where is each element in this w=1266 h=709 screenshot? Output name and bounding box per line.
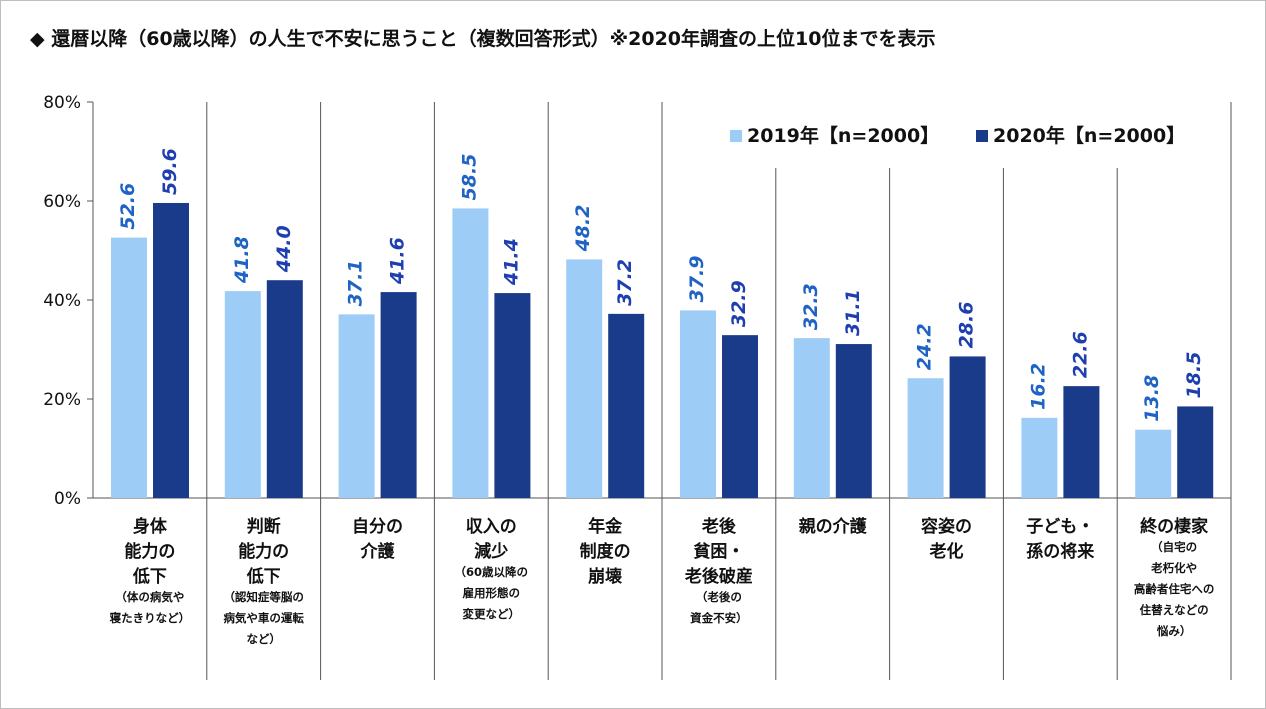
data-label-2020: 31.1 <box>842 289 864 336</box>
data-label-2020: 44.0 <box>273 225 295 273</box>
legend-label-2020: 2020年【n=2000】 <box>993 124 1185 147</box>
category-label: 親の介護 <box>799 516 868 537</box>
category-sublabel: など） <box>246 632 281 646</box>
y-tick-label: 20% <box>43 390 81 410</box>
category-sublabel: 雇用形態の <box>463 586 521 600</box>
data-label-2020: 18.5 <box>1183 352 1205 399</box>
bar-2019 <box>111 237 147 498</box>
category-label: 判断 <box>247 516 281 537</box>
category-sublabel: （認知症等脳の <box>223 590 304 604</box>
category-label: 身体 <box>133 516 168 537</box>
category-sublabel: 住替えなどの <box>1140 603 1209 617</box>
category-sublabel: （体の病気や <box>115 590 184 604</box>
legend-swatch-2020 <box>976 130 988 142</box>
category-label: 老後破産 <box>684 566 753 587</box>
bar-2019 <box>907 378 944 498</box>
category-label: 貧困・ <box>693 541 744 562</box>
category-sublabel: 悩み） <box>1156 624 1192 638</box>
category-label: 収入の <box>466 517 517 537</box>
bar-2020 <box>949 356 986 498</box>
bar-2019 <box>1021 417 1058 498</box>
bar-2020 <box>494 293 531 498</box>
data-label-2019: 48.2 <box>572 205 594 253</box>
data-label-2020: 41.6 <box>387 237 409 285</box>
data-label-2019: 37.1 <box>345 259 367 306</box>
category-sublabel: 資金不安） <box>690 611 748 625</box>
bar-2019 <box>224 291 261 498</box>
category-label: 崩壊 <box>588 566 623 587</box>
category-label: 終の棲家 <box>1140 516 1208 537</box>
y-tick-label: 0% <box>54 489 81 509</box>
category-label: 子ども・ <box>1026 517 1094 537</box>
category-sublabel: （老後の <box>696 590 742 604</box>
category-label: 減少 <box>474 541 508 562</box>
data-label-2019: 58.5 <box>458 154 480 201</box>
category-sublabel: 老朽化や <box>1150 561 1197 575</box>
bar-2019 <box>452 208 489 499</box>
bar-2020 <box>608 313 645 498</box>
bar-2020 <box>1177 406 1214 498</box>
bar-2019 <box>338 314 375 498</box>
category-sublabel: （自宅の <box>1151 540 1197 554</box>
data-label-2019: 52.6 <box>117 183 139 230</box>
bar-2020 <box>835 344 872 498</box>
y-tick-label: 80% <box>43 93 81 113</box>
data-label-2020: 32.9 <box>728 280 750 327</box>
data-label-2019: 37.9 <box>686 256 708 303</box>
y-tick-label: 60% <box>43 192 81 212</box>
bar-2019 <box>680 310 716 498</box>
category-label: 能力の <box>124 541 175 562</box>
category-sublabel: 高齢者住宅への <box>1134 582 1215 596</box>
category-label: 制度の <box>580 541 631 562</box>
data-label-2020: 37.2 <box>614 259 636 306</box>
data-label-2020: 41.4 <box>500 238 522 286</box>
category-sublabel: 寝たきりなど） <box>110 611 191 625</box>
legend-swatch-2019 <box>730 130 742 142</box>
category-sublabel: （60歳以降の <box>455 565 529 579</box>
data-label-2020: 59.6 <box>159 148 181 195</box>
bar-2020 <box>1063 386 1100 498</box>
category-label: 孫の将来 <box>1026 541 1095 562</box>
bar-2019 <box>566 259 603 498</box>
bar-2020 <box>380 292 417 498</box>
bar-2019 <box>1135 429 1172 498</box>
category-sublabel: 変更など） <box>463 607 521 621</box>
category-label: 容姿の <box>921 516 972 537</box>
category-sublabel: 病気や車の運転 <box>223 611 304 625</box>
data-label-2019: 16.2 <box>1027 363 1049 410</box>
category-label: 自分の <box>352 516 403 537</box>
data-label-2020: 28.6 <box>956 302 978 349</box>
data-label-2019: 32.3 <box>800 283 822 330</box>
y-tick-label: 40% <box>43 291 81 311</box>
data-label-2020: 22.6 <box>1069 331 1091 378</box>
chart-title: ◆ 還暦以降（60歳以降）の人生で不安に思うこと（複数回答形式）※2020年調査… <box>30 28 936 50</box>
legend-label-2019: 2019年【n=2000】 <box>747 124 939 147</box>
bar-2020 <box>266 280 303 498</box>
data-label-2019: 24.2 <box>914 323 936 370</box>
bar-2019 <box>793 338 830 498</box>
bar-2020 <box>153 202 189 499</box>
data-label-2019: 13.8 <box>1141 375 1163 422</box>
category-label: 低下 <box>246 566 281 587</box>
data-label-2019: 41.8 <box>231 236 253 284</box>
bar-2020 <box>722 335 758 498</box>
category-label: 低下 <box>132 566 167 587</box>
category-label: 年金 <box>588 516 623 537</box>
category-label: 老後 <box>701 516 737 537</box>
category-label: 能力の <box>238 541 289 562</box>
category-label: 老化 <box>929 541 964 562</box>
category-label: 介護 <box>360 541 396 562</box>
